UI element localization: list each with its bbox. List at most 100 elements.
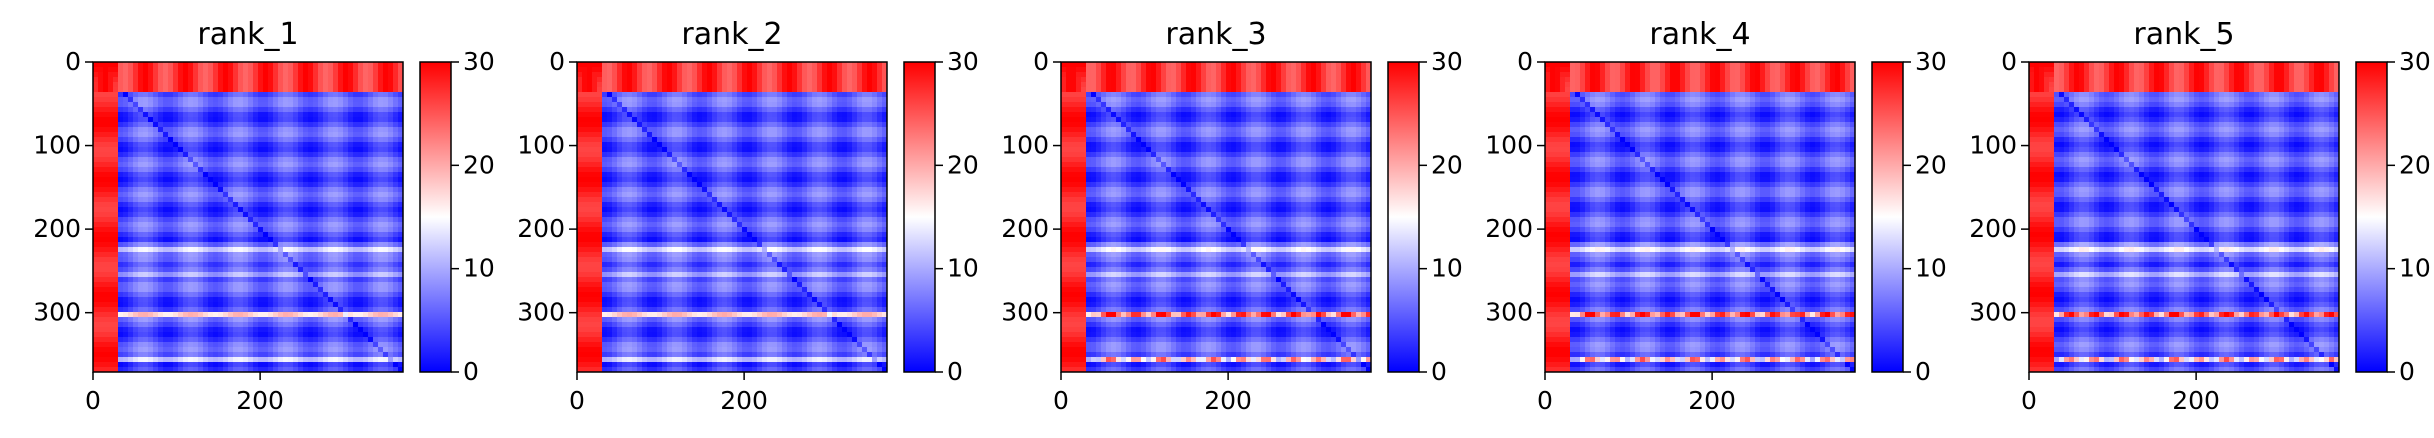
heatmap-cell — [248, 152, 254, 158]
heatmap-cell — [278, 242, 284, 248]
heatmap-cell — [203, 87, 209, 93]
heatmap-cell — [383, 62, 389, 68]
heatmap-cell — [268, 362, 274, 368]
heatmap-cell — [333, 302, 339, 308]
heatmap-cell — [283, 297, 289, 303]
heatmap-cell — [383, 112, 389, 118]
heatmap-cell — [178, 232, 184, 238]
heatmap-cell — [702, 137, 708, 143]
heatmap-cell — [577, 62, 583, 68]
heatmap-cell — [103, 362, 109, 368]
heatmap-cell — [148, 97, 154, 103]
heatmap-cell — [148, 292, 154, 298]
heatmap-cell — [607, 152, 613, 158]
heatmap-cell — [118, 332, 124, 338]
heatmap-cell — [108, 357, 114, 363]
heatmap-cell — [318, 232, 324, 238]
heatmap-cell — [238, 112, 244, 118]
heatmap-cell — [148, 92, 154, 98]
heatmap-cell — [158, 87, 164, 93]
heatmap-cell — [188, 217, 194, 223]
heatmap-cell — [378, 77, 384, 83]
heatmap-cell — [318, 67, 324, 73]
heatmap-cell — [248, 282, 254, 288]
heatmap-cell — [313, 252, 319, 258]
heatmap-cell — [343, 347, 349, 353]
heatmap-cell — [627, 77, 633, 83]
heatmap-cell — [143, 307, 149, 313]
heatmap-cell — [627, 122, 633, 128]
heatmap-cell — [607, 67, 613, 73]
heatmap-cell — [358, 172, 364, 178]
heatmap-cell — [672, 72, 678, 78]
heatmap-cell — [632, 112, 638, 118]
heatmap-cell — [268, 142, 274, 148]
heatmap-cell — [807, 82, 813, 88]
heatmap-cell — [258, 247, 264, 253]
heatmap-cell — [158, 252, 164, 258]
heatmap-cell — [373, 352, 379, 358]
heatmap-cell — [263, 127, 269, 133]
heatmap-cell — [283, 142, 289, 148]
heatmap-cell — [228, 242, 234, 248]
heatmap-cell — [248, 322, 254, 328]
heatmap-cell — [243, 297, 249, 303]
heatmap-cell — [692, 112, 698, 118]
heatmap-cell — [118, 167, 124, 173]
heatmap-cell — [847, 77, 853, 83]
heatmap-cell — [158, 292, 164, 298]
heatmap-cell — [602, 137, 608, 143]
heatmap-cell — [98, 117, 104, 123]
heatmap-cell — [802, 62, 808, 68]
heatmap-cell — [293, 212, 299, 218]
heatmap-cell — [293, 332, 299, 338]
heatmap-cell — [872, 67, 878, 73]
heatmap-cell — [293, 92, 299, 98]
heatmap-cell — [378, 102, 384, 108]
heatmap-cell — [253, 237, 259, 243]
heatmap-cell — [592, 82, 598, 88]
heatmap-cell — [587, 92, 593, 98]
heatmap-cell — [592, 72, 598, 78]
heatmap-cell — [138, 142, 144, 148]
heatmap-cell — [218, 197, 224, 203]
heatmap-cell — [138, 342, 144, 348]
heatmap-cell — [198, 367, 204, 373]
heatmap-cell — [123, 97, 129, 103]
heatmap-cell — [737, 62, 743, 68]
heatmap-cell — [318, 72, 324, 78]
heatmap-cell — [383, 297, 389, 303]
heatmap-cell — [827, 77, 833, 83]
heatmap-cell — [123, 102, 129, 108]
heatmap-cell — [597, 62, 603, 68]
heatmap-cell — [273, 197, 279, 203]
heatmap-cell — [632, 117, 638, 123]
heatmap-cell — [817, 77, 823, 83]
heatmap-cell — [313, 102, 319, 108]
heatmap-cell — [253, 82, 259, 88]
heatmap-cell — [258, 327, 264, 333]
heatmap-cell — [183, 232, 189, 238]
heatmap-cell — [158, 332, 164, 338]
heatmap-cell — [348, 262, 354, 268]
heatmap-cell — [807, 132, 813, 138]
heatmap-cell — [173, 197, 179, 203]
heatmap-cell — [353, 337, 359, 343]
heatmap-cell — [253, 287, 259, 293]
heatmap-cell — [278, 167, 284, 173]
heatmap-cell — [103, 367, 109, 373]
heatmap-cell — [298, 212, 304, 218]
heatmap-cell — [762, 107, 768, 113]
heatmap-cell — [368, 147, 374, 153]
heatmap-cell — [158, 152, 164, 158]
heatmap-cell — [108, 77, 114, 83]
heatmap-cell — [792, 107, 798, 113]
heatmap-cell — [303, 232, 309, 238]
heatmap-cell — [587, 72, 593, 78]
heatmap-cell — [318, 172, 324, 178]
heatmap-cell — [198, 67, 204, 73]
heatmap-cell — [338, 142, 344, 148]
heatmap-cell — [293, 157, 299, 163]
heatmap-cell — [148, 312, 154, 318]
